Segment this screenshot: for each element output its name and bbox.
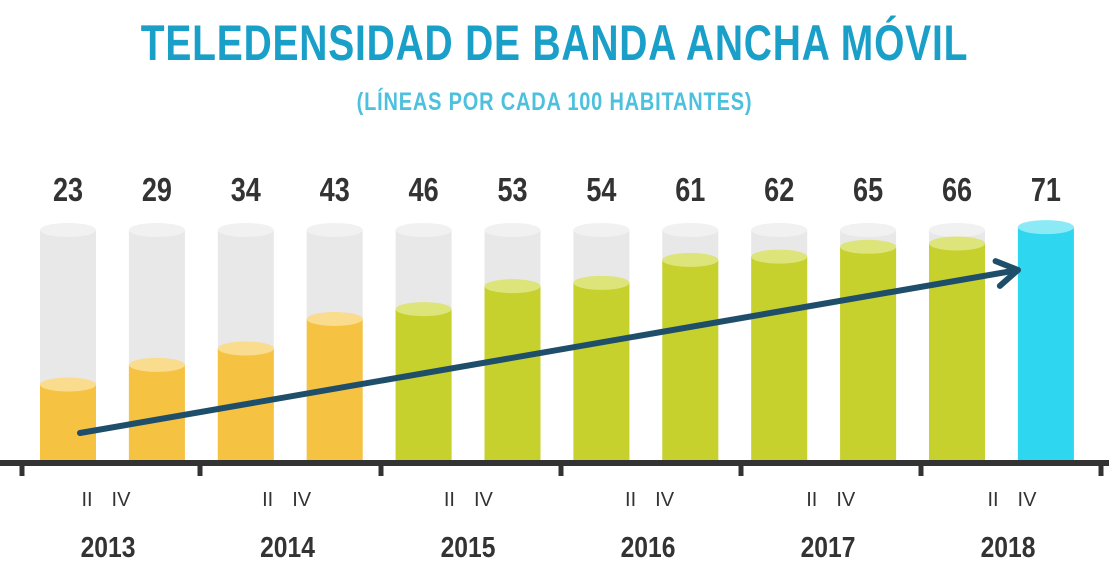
bar-track-top xyxy=(40,223,96,237)
bar-top xyxy=(751,249,808,264)
bar xyxy=(751,256,808,460)
bar-track-top xyxy=(751,223,808,237)
bar-top xyxy=(1017,220,1074,235)
year-labels: 2013 2014 2015 2016 2017 2018 xyxy=(81,531,1036,563)
bar-top xyxy=(662,252,719,267)
bar-tracks xyxy=(40,223,1074,460)
year-label: 2018 xyxy=(981,531,1036,563)
quarter-label: II xyxy=(625,489,636,511)
bar-top xyxy=(840,239,897,254)
value-label: 54 xyxy=(586,173,616,209)
value-label: 65 xyxy=(853,173,883,209)
bar-top xyxy=(217,341,274,356)
value-label: 71 xyxy=(1031,173,1061,209)
bar xyxy=(395,309,452,460)
trend-line xyxy=(77,267,1021,436)
axis-tick xyxy=(378,460,384,476)
value-label: 46 xyxy=(409,173,439,209)
value-labels: 23 29 34 43 46 53 54 61 62 65 66 71 xyxy=(53,173,1061,209)
bar-top xyxy=(395,302,452,317)
value-label: 34 xyxy=(231,173,261,209)
value-label: 66 xyxy=(942,173,972,209)
quarter-labels: II IV II IV II IV II IV II IV II IV xyxy=(81,489,1037,511)
axis-tick xyxy=(1098,460,1104,476)
bar-top xyxy=(484,279,541,294)
bar-top xyxy=(128,357,185,372)
value-label: 23 xyxy=(53,173,83,209)
bar xyxy=(484,286,541,460)
axis-tick xyxy=(558,460,564,476)
bar xyxy=(128,364,185,460)
bar xyxy=(662,259,719,460)
bar xyxy=(1017,227,1074,460)
year-label: 2013 xyxy=(81,531,136,563)
axis-line xyxy=(0,460,1109,466)
bar-track-top xyxy=(484,223,541,237)
quarter-label: II xyxy=(987,489,998,511)
axis-tick xyxy=(19,460,25,476)
year-label: 2016 xyxy=(621,531,676,563)
quarter-label: IV xyxy=(292,489,312,511)
chart-subtitle: (LÍNEAS POR CADA 100 HABITANTES) xyxy=(356,88,753,116)
quarter-label: IV xyxy=(836,489,856,511)
year-label: 2015 xyxy=(441,531,496,563)
quarter-label: IV xyxy=(655,489,675,511)
bar-track-top xyxy=(395,223,452,237)
x-axis xyxy=(0,460,1109,476)
bar-track-top xyxy=(306,223,363,237)
quarter-label: IV xyxy=(474,489,494,511)
trend-arrow xyxy=(77,258,1021,436)
axis-tick xyxy=(197,460,203,476)
bar xyxy=(840,246,897,460)
value-label: 61 xyxy=(675,173,705,209)
chart-title: TELEDENSIDAD DE BANDA ANCHA MÓVIL xyxy=(140,15,969,71)
bar-track-top xyxy=(573,223,630,237)
bar-top xyxy=(40,377,96,392)
bar-top xyxy=(306,311,363,326)
bar xyxy=(573,282,630,460)
axis-tick xyxy=(918,460,924,476)
quarter-label: II xyxy=(81,489,92,511)
axis-tick xyxy=(738,460,744,476)
trend-arrowhead xyxy=(992,258,1021,289)
quarter-label: II xyxy=(806,489,817,511)
quarter-label: IV xyxy=(112,489,132,511)
quarter-label: II xyxy=(262,489,273,511)
year-label: 2014 xyxy=(260,531,315,563)
year-label: 2017 xyxy=(801,531,856,563)
value-label: 29 xyxy=(142,173,172,209)
bar xyxy=(40,384,96,460)
value-label: 53 xyxy=(497,173,527,209)
value-label: 62 xyxy=(764,173,794,209)
bar-track-top xyxy=(128,223,185,237)
bar-top xyxy=(573,275,630,290)
bar-track-top xyxy=(217,223,274,237)
quarter-label: II xyxy=(444,489,455,511)
quarter-label: IV xyxy=(1018,489,1038,511)
bar-track-top xyxy=(929,223,985,237)
bar-top xyxy=(929,236,985,251)
value-label: 43 xyxy=(320,173,350,209)
bar-track-top xyxy=(840,223,897,237)
bars xyxy=(40,220,1074,460)
bar-track-top xyxy=(662,223,719,237)
